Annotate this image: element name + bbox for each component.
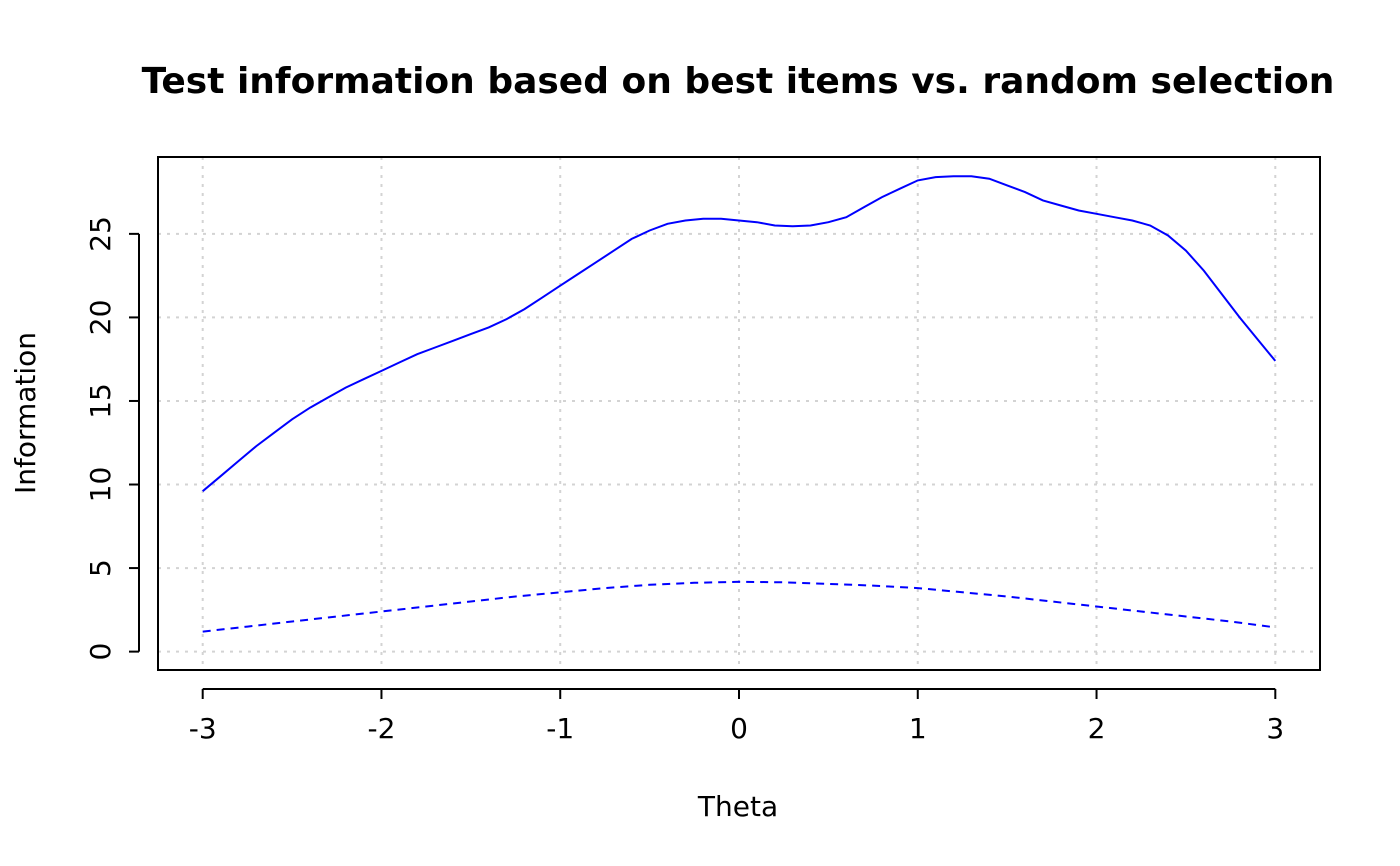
grid [158, 157, 1320, 670]
y-tick-label: 15 [84, 383, 117, 419]
x-tick-label: -2 [368, 712, 396, 745]
x-tick-label: 0 [730, 712, 748, 745]
y-axis-label: Information [9, 332, 42, 494]
series-line-1 [202, 175, 1277, 492]
x-tick-label: 3 [1266, 712, 1284, 745]
series-line-2 [202, 580, 1276, 633]
x-tick-label: -3 [189, 712, 217, 745]
y-axis: 0 5 10 15 20 25 [84, 216, 140, 661]
x-axis: -3 -2 -1 0 1 2 3 [189, 688, 1284, 745]
plot-frame [157, 156, 1321, 671]
x-tick-label: -1 [546, 712, 574, 745]
x-tick-label: 1 [909, 712, 927, 745]
x-axis-label: Theta [697, 790, 778, 823]
x-tick-label: 2 [1088, 712, 1106, 745]
series-group [202, 175, 1277, 633]
y-tick-label: 0 [84, 643, 117, 661]
chart-title: Test information based on best items vs.… [142, 61, 1335, 102]
y-tick-label: 20 [84, 300, 117, 336]
y-tick-label: 10 [84, 467, 117, 503]
y-tick-label: 25 [84, 216, 117, 252]
y-tick-label: 5 [84, 559, 117, 577]
